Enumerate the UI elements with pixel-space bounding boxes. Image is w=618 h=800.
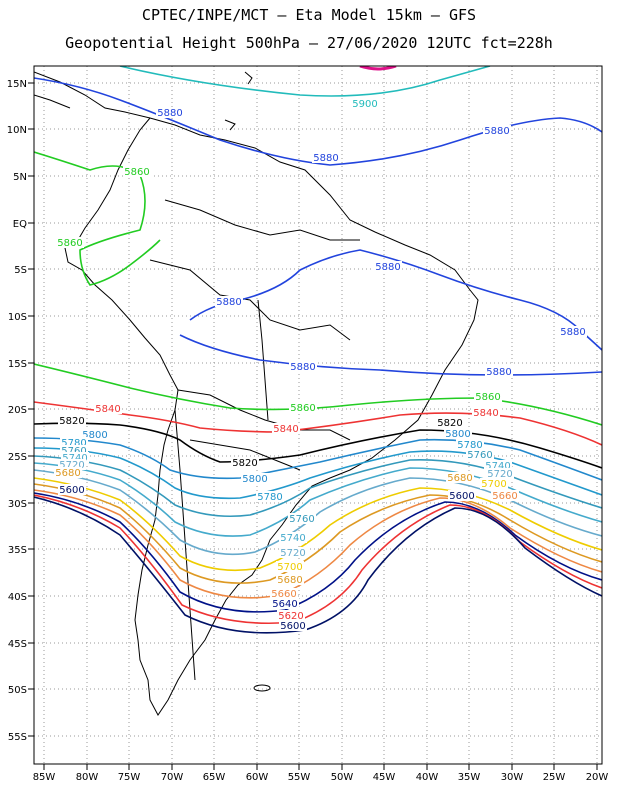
contour-label-5840: 5840 xyxy=(473,408,498,419)
contour-labels: 5900 5880 5880 5880 5880 5880 5880 5880 5880 5860… xyxy=(54,98,587,632)
contour-label-5880: 5880 xyxy=(216,297,241,308)
contour-5860 xyxy=(34,363,602,426)
lon-tick-label: 50W xyxy=(331,772,354,783)
contour-5600 xyxy=(34,496,602,634)
height-contours xyxy=(34,66,602,634)
contour-label-5800: 5800 xyxy=(242,474,267,485)
contour-label-5860: 5860 xyxy=(57,238,82,249)
contour-5880 xyxy=(34,77,602,166)
lon-tick-label: 70W xyxy=(161,772,184,783)
axis-ticks: 15N 10N 5N EQ 5S 10S 15S 20S 25S 30S 35S 40S 45S 50S 5… xyxy=(7,79,609,783)
contour-label-5700: 5700 xyxy=(481,479,506,490)
contour-label-5900: 5900 xyxy=(352,99,377,110)
contour-label-5760: 5760 xyxy=(61,446,86,457)
lon-tick-label: 25W xyxy=(543,772,566,783)
contour-5860 xyxy=(34,151,161,286)
contour-label-5800: 5800 xyxy=(445,429,470,440)
contour-label-5820: 5820 xyxy=(437,418,462,429)
contour-label-5600: 5600 xyxy=(449,491,474,502)
contour-5820 xyxy=(34,422,602,469)
chart-title: CPTEC/INPE/MCT – Eta Model 15km – GFS xyxy=(141,6,477,24)
contour-label-5840: 5840 xyxy=(273,424,298,435)
lon-tick-label: 35W xyxy=(458,772,481,783)
contour-label-5880: 5880 xyxy=(484,126,509,137)
contour-label-5660: 5660 xyxy=(492,491,517,502)
lon-tick-label: 60W xyxy=(246,772,269,783)
lat-tick-label: 25S xyxy=(8,452,27,463)
lat-tick-label: 35S xyxy=(8,545,27,556)
lat-tick-label: 40S xyxy=(8,592,27,603)
contour-label-5880: 5880 xyxy=(375,262,400,273)
contour-5720 xyxy=(34,469,602,556)
contour-label-5600: 5600 xyxy=(59,485,84,496)
plot-frame xyxy=(33,65,603,765)
contour-label-5880: 5880 xyxy=(290,362,315,373)
lon-tick-label: 80W xyxy=(76,772,99,783)
contour-label-5740: 5740 xyxy=(485,461,510,472)
lat-tick-label: 55S xyxy=(8,732,27,743)
coastlines xyxy=(34,66,479,716)
contour-5900 xyxy=(119,66,491,97)
contour-label-5700: 5700 xyxy=(277,562,302,573)
lat-tick-label: 50S xyxy=(8,685,27,696)
contour-label-5760: 5760 xyxy=(289,514,314,525)
lon-tick-label: 65W xyxy=(203,772,226,783)
contour-label-5640: 5640 xyxy=(272,599,297,610)
contour-label-5880: 5880 xyxy=(486,367,511,378)
lat-tick-label: 10N xyxy=(7,125,27,136)
contour-label-5720: 5720 xyxy=(59,460,84,471)
contour-5660 xyxy=(34,489,602,599)
contour-label-5860: 5860 xyxy=(124,167,149,178)
chart-subtitle: Geopotential Height 500hPa – 27/06/2020 … xyxy=(65,34,553,52)
lat-tick-label: 15S xyxy=(8,359,27,370)
lon-tick-label: 55W xyxy=(288,772,311,783)
lon-tick-label: 45W xyxy=(373,772,396,783)
lat-lon-grid xyxy=(34,66,602,764)
contour-label-5860: 5860 xyxy=(290,403,315,414)
contour-label-5780: 5780 xyxy=(457,440,482,451)
lat-tick-label: 20S xyxy=(8,405,27,416)
contour-label-5800: 5800 xyxy=(82,430,107,441)
lat-tick-label: 5S xyxy=(14,265,27,276)
contour-label-5780: 5780 xyxy=(257,492,282,503)
lat-tick-label: 45S xyxy=(8,639,27,650)
contour-label-5740: 5740 xyxy=(62,453,87,464)
contour-5880 xyxy=(179,334,602,376)
lon-tick-label: 85W xyxy=(33,772,56,783)
contour-label-5660: 5660 xyxy=(271,589,296,600)
contour-label-5880: 5880 xyxy=(560,327,585,338)
lat-tick-label: 15N xyxy=(7,79,27,90)
contour-label-5780: 5780 xyxy=(61,438,86,449)
contour-label-5880: 5880 xyxy=(157,108,182,119)
contour-label-5600: 5600 xyxy=(280,621,305,632)
contour-label-5620: 5620 xyxy=(278,611,303,622)
contour-label-5680: 5680 xyxy=(447,473,472,484)
lat-tick-label: 5N xyxy=(13,172,27,183)
contour-label-5720: 5720 xyxy=(487,469,512,480)
contour-5640 xyxy=(34,492,602,613)
lat-tick-label: 30S xyxy=(8,499,27,510)
contour-label-5680: 5680 xyxy=(277,575,302,586)
contour-label-5740: 5740 xyxy=(280,533,305,544)
contour-label-5860: 5860 xyxy=(475,392,500,403)
lat-tick-label: EQ xyxy=(13,219,27,230)
contour-5680 xyxy=(34,483,602,584)
contour-label-5720: 5720 xyxy=(280,548,305,559)
contour-5800 xyxy=(34,437,602,481)
lon-tick-label: 20W xyxy=(586,772,609,783)
contour-label-5680: 5680 xyxy=(55,468,80,479)
contour-label-5880: 5880 xyxy=(313,153,338,164)
contour-label-5820: 5820 xyxy=(232,458,257,469)
contour-label-5820: 5820 xyxy=(59,416,84,427)
lon-tick-label: 75W xyxy=(118,772,141,783)
lon-tick-label: 40W xyxy=(416,772,439,783)
lat-tick-label: 10S xyxy=(8,312,27,323)
contour-label-5840: 5840 xyxy=(95,404,120,415)
contour-label-5760: 5760 xyxy=(467,450,492,461)
lon-tick-label: 30W xyxy=(501,772,524,783)
